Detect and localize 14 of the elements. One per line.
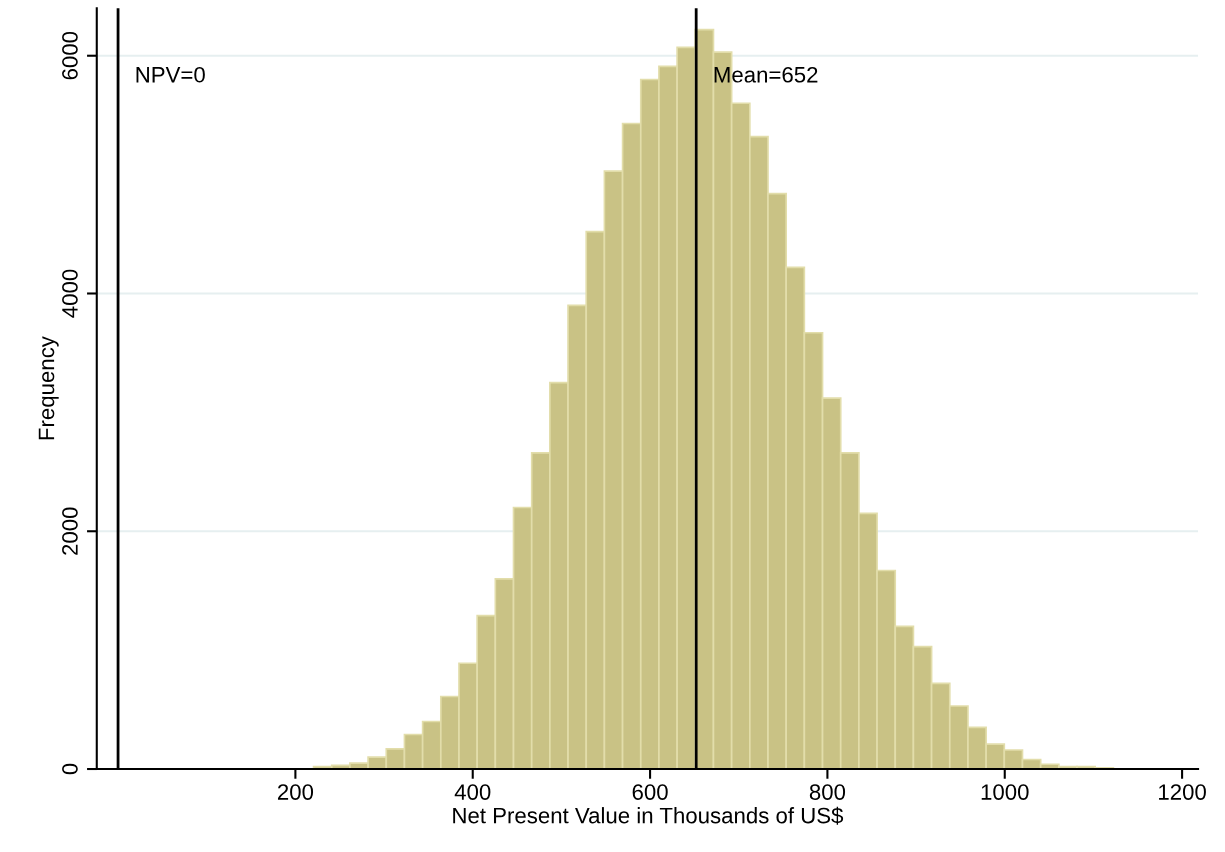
x-tick-label: 200 xyxy=(277,784,314,800)
x-tick-label: 600 xyxy=(632,784,668,800)
ref-line-label: Mean=652 xyxy=(714,66,818,83)
x-axis-title: Net Present Value in Thousands of US$ xyxy=(453,806,844,825)
y-tick-label: 4000 xyxy=(62,269,78,318)
x-tick-label: 800 xyxy=(809,784,846,800)
x-tick-label: 1200 xyxy=(1159,784,1206,800)
y-tick-label: 6000 xyxy=(62,31,78,80)
ref-line-label: NPV=0 xyxy=(136,66,205,83)
x-tick-label: 400 xyxy=(454,784,491,800)
y-tick-label: 0 xyxy=(62,763,78,775)
x-tick-label: 1000 xyxy=(981,784,1029,800)
y-tick-label: 2000 xyxy=(62,507,78,555)
y-axis-title: Frequency xyxy=(38,336,59,440)
